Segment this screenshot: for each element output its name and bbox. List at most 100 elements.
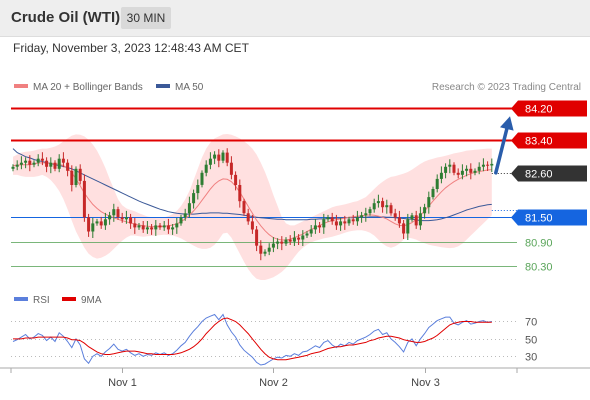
candle-body (255, 229, 259, 246)
candle-body (343, 221, 347, 224)
candle-body (158, 225, 162, 228)
candle-body (87, 217, 91, 232)
legend-ma50-label[interactable]: MA 50 (175, 82, 204, 93)
candle-body (150, 227, 154, 230)
candle-body (70, 170, 74, 185)
candle-body (360, 215, 364, 218)
candle-body (330, 217, 334, 222)
candle-body (108, 215, 112, 220)
candle-body (410, 215, 414, 220)
rsi-tick-label: 50 (525, 335, 537, 347)
price-panel: 84.20 83.40 81.50 80.90 80.30 82.60 (11, 100, 587, 280)
candle-body (322, 219, 326, 228)
level-tag-pivot (511, 209, 587, 226)
candle-body (116, 209, 120, 218)
candle-body (192, 193, 196, 204)
candle-body (431, 189, 435, 198)
rsi-line (12, 313, 492, 366)
level-tag-resistance (511, 100, 587, 117)
bollinger-band-area (13, 134, 492, 280)
candle-body (74, 168, 78, 185)
candle-body (477, 166, 481, 171)
candle-body (78, 168, 82, 181)
candle-body (120, 217, 124, 220)
candle-body (200, 172, 204, 185)
candle-body (57, 158, 61, 169)
candle-body (385, 205, 389, 208)
candle-body (435, 178, 439, 189)
candle-body (162, 225, 166, 228)
projection-arrow-shaft (494, 125, 510, 175)
candle-body (36, 158, 40, 163)
rsi-9ma-line (13, 317, 492, 361)
candle-body (280, 241, 284, 244)
candle-body (473, 170, 477, 173)
candle-body (66, 162, 70, 171)
legend-rsi-label[interactable]: RSI (33, 295, 50, 306)
candle-body (238, 185, 242, 202)
level-label-pivot: 81.50 (525, 213, 553, 225)
level-tag-resistance (511, 132, 587, 149)
candle-body (171, 227, 175, 230)
candle-body (32, 162, 36, 165)
candle-body (166, 225, 170, 230)
candle-body (427, 197, 431, 208)
candle-body (305, 233, 309, 236)
level-label-support: 80.30 (525, 262, 553, 274)
rsi-tick-label: 30 (525, 352, 537, 364)
rsi-panel: 70 50 30 (11, 313, 537, 366)
candle-body (263, 251, 267, 254)
candle-body (187, 203, 191, 214)
candle-body (288, 239, 292, 242)
x-tick-label: Nov 2 (259, 377, 288, 389)
candle-body (204, 164, 208, 173)
legend-ma20-label[interactable]: MA 20 + Bollinger Bands (33, 82, 143, 93)
candle-body (217, 154, 221, 161)
candle-body (309, 229, 313, 234)
candle-body (175, 223, 179, 228)
candle-body (368, 209, 372, 214)
candle-body (28, 160, 32, 165)
candle-body (229, 162, 233, 175)
candle-body (24, 160, 28, 163)
candle-body (381, 201, 385, 208)
candle-body (250, 221, 254, 230)
candle-body (490, 163, 494, 166)
candle-body (91, 223, 95, 232)
candle-body (423, 207, 427, 214)
chart-header: Crude Oil (WTI) 30 MIN (0, 0, 590, 37)
candle-body (402, 223, 406, 234)
candle-body (246, 213, 250, 222)
candle-body (103, 219, 107, 226)
candle-body (242, 201, 246, 214)
candle-body (351, 219, 355, 222)
candle-body (208, 158, 212, 165)
candle-body (196, 185, 200, 194)
candle-body (444, 166, 448, 173)
candle-body (448, 164, 452, 167)
candle-body (276, 241, 280, 244)
timeframe-badge[interactable]: 30 MIN (121, 7, 171, 29)
x-tick-label: Nov 3 (411, 377, 440, 389)
candle-body (11, 166, 15, 169)
legend-9ma-label[interactable]: 9MA (81, 295, 102, 306)
candle-body (292, 237, 296, 242)
x-axis: Nov 1 Nov 2 Nov 3 (108, 368, 440, 389)
candle-body (313, 225, 317, 230)
candle-body (486, 164, 490, 166)
last-price-tag (511, 165, 587, 182)
last-price-label: 82.60 (525, 169, 553, 181)
projection-arrow-head (500, 116, 514, 131)
candle-body (301, 235, 305, 240)
candle-body (372, 203, 376, 210)
candle-body (439, 172, 443, 179)
candle-body (347, 219, 351, 224)
level-label-resistance: 84.20 (525, 104, 553, 116)
candle-body (339, 221, 343, 226)
candle-body (389, 205, 393, 214)
candle-body (460, 170, 464, 175)
candle-body (40, 158, 44, 161)
candle-body (481, 164, 485, 167)
legend-ma20-swatch (14, 84, 28, 88)
candle-body (326, 217, 330, 220)
